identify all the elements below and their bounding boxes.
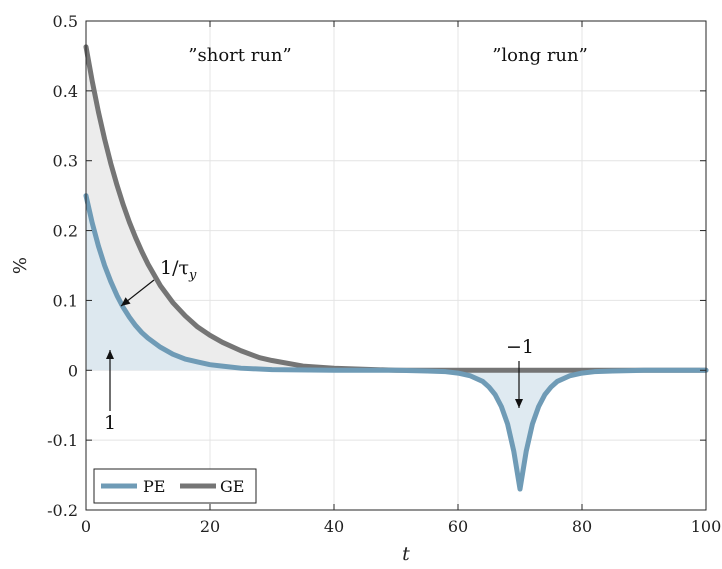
plot-frame — [85, 20, 707, 511]
annotation-arrows — [106, 279, 523, 411]
x-axis-label: t — [402, 543, 410, 565]
minus-one-arrow-head — [515, 399, 523, 408]
minus-one-label: −1 — [506, 336, 534, 358]
short-run-label: ”short run” — [188, 45, 291, 66]
x-tick-label: 100 — [691, 517, 722, 536]
inverse-tau-arrow-head — [121, 297, 131, 306]
x-tick-label: 40 — [324, 517, 344, 536]
y-tick-label: -0.2 — [47, 501, 78, 520]
x-tick-label: 20 — [200, 517, 220, 536]
y-tick-label: 0.1 — [53, 291, 78, 310]
x-tick-label: 0 — [81, 517, 91, 536]
one-arrow-head — [106, 350, 114, 359]
legend: PE GE — [93, 468, 257, 504]
pe-series-line — [83, 193, 709, 492]
long-run-label: ”long run” — [492, 45, 588, 66]
y-tick-label: 0 — [68, 361, 78, 380]
axis-ticks: 0 20 40 60 80 100 -0.2 -0.1 0 0.1 0.2 0.3 0.4 0.5 — [47, 12, 721, 536]
series-lines — [83, 44, 709, 492]
y-tick-label: 0.2 — [53, 222, 78, 241]
y-tick-label: 0.4 — [53, 82, 78, 101]
y-tick-label: 0.5 — [53, 12, 78, 31]
inverse-tau-main: 1/τ — [160, 257, 189, 279]
x-tick-label: 60 — [448, 517, 468, 536]
inverse-tau-subscript: y — [188, 268, 197, 283]
one-arrow — [106, 350, 114, 411]
inverse-tau-label: 1/τy — [160, 257, 197, 283]
minus-one-arrow — [515, 361, 523, 408]
y-tick-label: 0.3 — [53, 152, 78, 171]
one-label: 1 — [104, 412, 116, 434]
legend-pe-label: PE — [143, 477, 165, 496]
legend-ge-label: GE — [220, 477, 244, 496]
plot-area — [86, 21, 706, 510]
x-tick-label: 80 — [572, 517, 592, 536]
inverse-tau-arrow — [120, 279, 155, 307]
y-axis-label: % — [10, 257, 31, 274]
y-tick-label: -0.1 — [47, 431, 78, 450]
